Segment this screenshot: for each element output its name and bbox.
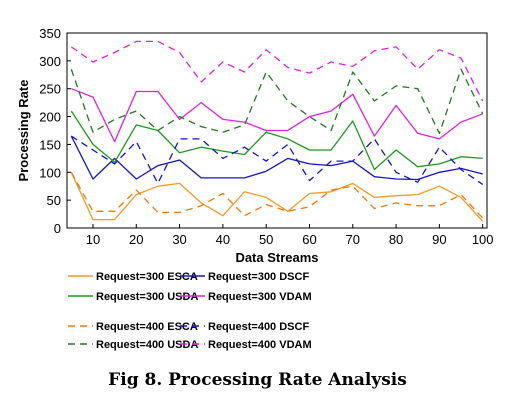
x-tick-label: 60	[302, 232, 316, 247]
series-line-request-400-esca	[70, 171, 484, 219]
legend-item: Request=300 USDA	[68, 291, 198, 303]
series-line-request-400-dscf	[70, 135, 484, 186]
legend-label: Request=400 USDA	[96, 339, 198, 351]
x-tick-label: 100	[472, 232, 494, 247]
legend-item: Request=400 VDAM	[180, 339, 312, 351]
series-line-request-300-dscf	[70, 135, 483, 181]
series-line-request-300-esca	[70, 172, 484, 222]
y-axis-ticks: 0 50 100 150 200 250 300 350	[39, 26, 71, 236]
y-tick-label: 50	[47, 193, 61, 208]
legend-label: Request=400 ESCA	[96, 321, 198, 333]
y-tick-label: 200	[39, 110, 61, 125]
x-axis-ticks: 10 20 30 40 50 60 70 80 90 100	[86, 224, 494, 247]
y-tick-label: 100	[39, 165, 61, 180]
legend-item: Request=300 ESCA	[68, 271, 198, 283]
legend: Request=300 ESCA Request=300 DSCF Request=…	[68, 271, 312, 351]
figure-caption: Fig 8. Processing Rate Analysis	[108, 370, 407, 390]
x-tick-label: 70	[346, 232, 360, 247]
plot-frame	[66, 32, 488, 229]
x-tick-label: 20	[129, 232, 143, 247]
legend-label: Request=400 VDAM	[208, 339, 312, 351]
plot-area: 0 50 100 150 200 250 300 350 10 20 30 40 50 60 70 80 90…	[39, 26, 493, 247]
y-tick-label: 0	[54, 221, 61, 236]
legend-label: Request=300 VDAM	[208, 291, 312, 303]
legend-label: Request=400 DSCF	[208, 321, 309, 333]
y-tick-label: 150	[39, 137, 61, 152]
legend-label: Request=300 ESCA	[96, 271, 198, 283]
y-axis-title: Processing Rate	[16, 80, 31, 182]
legend-item: Request=300 VDAM	[180, 291, 312, 303]
series-line-request-300-vdam	[71, 88, 483, 143]
legend-item: Request=300 DSCF	[180, 271, 309, 283]
series-line-request-400-usda	[70, 68, 484, 134]
y-tick-label: 300	[39, 54, 61, 69]
y-tick-label: 350	[39, 26, 61, 41]
legend-item: Request=400 DSCF	[180, 321, 309, 333]
x-tick-label: 40	[216, 232, 230, 247]
x-axis-title: Data Streams	[235, 250, 318, 265]
legend-label: Request=300 USDA	[96, 291, 198, 303]
x-tick-label: 30	[172, 232, 186, 247]
legend-label: Request=300 DSCF	[208, 271, 309, 283]
legend-item: Request=400 USDA	[68, 339, 198, 351]
processing-rate-chart: 0 50 100 150 200 250 300 350 10 20 30 40 50 60 70 80 90…	[16, 26, 494, 351]
x-tick-label: 90	[432, 232, 446, 247]
series-lines	[70, 40, 484, 222]
series-line-request-300-usda	[70, 110, 483, 171]
x-tick-label: 80	[389, 232, 403, 247]
x-tick-label: 10	[86, 232, 100, 247]
series-line-request-400-vdam	[70, 40, 484, 102]
y-tick-label: 250	[39, 82, 61, 97]
x-tick-label: 50	[259, 232, 273, 247]
legend-item: Request=400 ESCA	[68, 321, 198, 333]
